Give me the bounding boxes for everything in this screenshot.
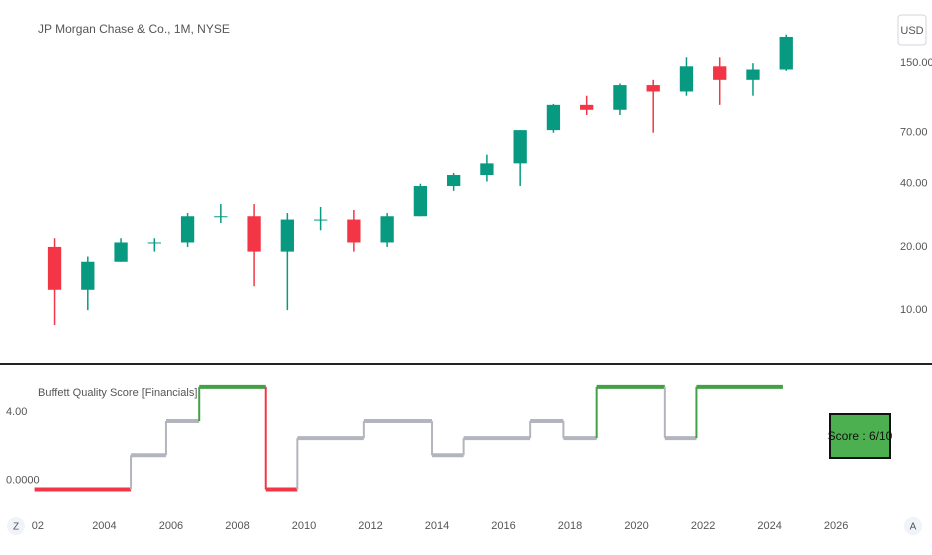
x-tick-label: 2026 <box>824 520 848 532</box>
x-tick-label: 2022 <box>691 520 715 532</box>
x-tick-label: 2024 <box>757 520 781 532</box>
candle-body <box>480 163 494 176</box>
y-tick-label: 150.00 <box>900 57 932 69</box>
y-tick-label: 40.00 <box>900 178 928 190</box>
candle-body <box>47 246 62 290</box>
log-button[interactable] <box>7 517 25 535</box>
candle-body <box>81 261 95 290</box>
y-tick-label: 10.00 <box>900 304 928 316</box>
candle-body <box>746 69 760 80</box>
indicator-title: Buffett Quality Score [Financials] <box>38 387 197 399</box>
y-tick-label: 4.00 <box>6 406 27 418</box>
candle-body <box>347 219 361 243</box>
candle-body <box>214 216 228 218</box>
candle-body <box>646 85 660 92</box>
candle-body <box>313 219 328 221</box>
candle-body <box>147 242 161 244</box>
x-tick-label: 02 <box>32 520 44 532</box>
x-tick-label: 2006 <box>159 520 183 532</box>
candle-body <box>713 66 727 80</box>
x-tick-label: 2018 <box>558 520 582 532</box>
candle-body <box>546 104 561 131</box>
log-button-label[interactable]: Z <box>13 522 19 533</box>
currency-button[interactable] <box>897 14 927 46</box>
candle-body <box>779 36 793 70</box>
candle-body <box>513 130 527 164</box>
candle-body <box>114 242 128 262</box>
x-tick-label: 2014 <box>425 520 449 532</box>
score-box <box>829 413 891 459</box>
candle-body <box>180 216 195 243</box>
x-tick-label: 2012 <box>358 520 382 532</box>
candle-body <box>446 175 461 187</box>
candle-body <box>413 186 428 217</box>
y-tick-label: 0.0000 <box>6 474 40 486</box>
candle-body <box>580 104 594 110</box>
y-tick-label: 20.00 <box>900 241 928 253</box>
candle-body <box>613 85 627 110</box>
x-tick-label: 2020 <box>624 520 648 532</box>
candle-body <box>280 219 295 252</box>
score-label: Score : 6/10 <box>828 429 893 443</box>
candle-body <box>679 66 694 92</box>
x-tick-label: 2004 <box>92 520 116 532</box>
x-tick-label: 2010 <box>292 520 316 532</box>
currency-label[interactable]: USD <box>900 25 923 37</box>
candle-body <box>247 216 261 252</box>
candle-body <box>380 216 394 243</box>
auto-button[interactable] <box>904 517 922 535</box>
chart-title: JP Morgan Chase & Co., 1M, NYSE <box>38 22 230 36</box>
x-tick-label: 2008 <box>225 520 249 532</box>
auto-button-label[interactable]: A <box>910 522 917 533</box>
x-tick-label: 2016 <box>491 520 515 532</box>
y-tick-label: 70.00 <box>900 127 928 139</box>
